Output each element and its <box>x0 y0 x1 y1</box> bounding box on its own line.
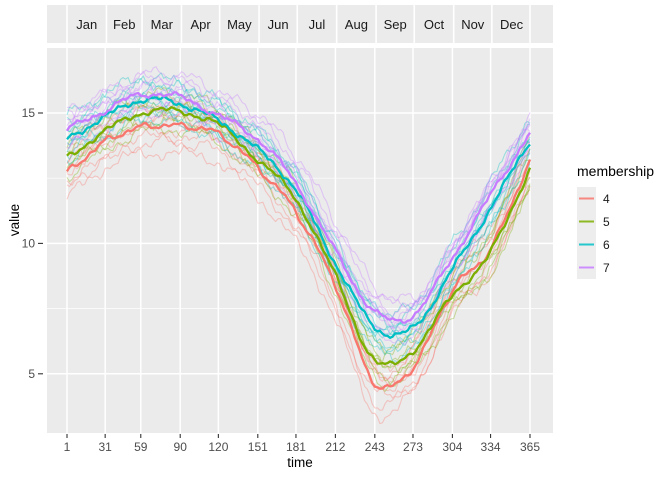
member-line <box>66 94 531 363</box>
member-line <box>66 78 531 319</box>
x-tick-label: 90 <box>174 440 188 454</box>
member-line <box>66 144 531 425</box>
y-axis-title: value <box>7 203 22 237</box>
legend-key-swatch <box>577 233 596 256</box>
month-label: Oct <box>424 17 445 32</box>
member-line <box>66 115 531 385</box>
mean-line-membership-5 <box>66 106 532 366</box>
member-line <box>66 122 531 393</box>
month-label: Mar <box>151 17 174 32</box>
member-line <box>66 81 531 329</box>
y-tick-label: 10 <box>22 236 36 250</box>
plot-panel <box>47 48 553 433</box>
x-tick-label: 120 <box>208 440 228 454</box>
legend-entry-label: 6 <box>603 237 610 252</box>
member-line <box>66 72 531 319</box>
member-line <box>66 114 531 364</box>
legend-entry-7: 7 <box>577 256 654 279</box>
month-label: Jul <box>309 17 326 32</box>
legend: membership 4 5 6 7 <box>577 163 654 279</box>
legend-title: membership <box>577 163 655 179</box>
member-line <box>66 108 531 385</box>
gridlines <box>47 48 553 433</box>
month-label: Nov <box>461 17 485 32</box>
member-line <box>66 128 531 399</box>
x-axis-title: time <box>287 455 313 470</box>
series-lines <box>66 66 532 425</box>
month-label: Apr <box>190 17 211 32</box>
legend-entry-6: 6 <box>577 233 654 256</box>
x-tick-label: 334 <box>481 440 501 454</box>
member-line <box>66 98 531 373</box>
x-tick-label: 181 <box>286 440 306 454</box>
mean-line-membership-4 <box>66 121 532 390</box>
x-tick-label: 1 <box>64 440 71 454</box>
member-line <box>66 75 531 327</box>
legend-entries: 4 5 6 7 <box>577 187 654 279</box>
x-tick-label: 365 <box>520 440 540 454</box>
member-line <box>66 105 531 381</box>
month-label: May <box>227 17 252 32</box>
x-tick-label: 243 <box>365 440 385 454</box>
month-label: Jan <box>76 17 97 32</box>
legend-entry-label: 5 <box>603 214 610 229</box>
months-strip <box>47 5 553 43</box>
month-label: Aug <box>345 17 368 32</box>
legend-key-swatch <box>577 187 596 210</box>
x-tick-label: 31 <box>98 440 112 454</box>
y-tick-label: 5 <box>28 367 35 381</box>
y-tick-label: 15 <box>22 106 36 120</box>
member-line <box>66 80 531 324</box>
legend-key-swatch <box>577 256 596 279</box>
x-tick-label: 151 <box>248 440 268 454</box>
x-tick-label: 59 <box>134 440 148 454</box>
mean-line-membership-7 <box>66 91 531 324</box>
legend-entry-label: 4 <box>603 191 610 206</box>
month-labels: Jan Feb Mar Apr May Jun Jul Aug Sep Oct Nov Dec <box>76 17 523 32</box>
member-line <box>66 132 531 411</box>
month-label: Sep <box>384 17 407 32</box>
legend-entry-label: 7 <box>603 260 610 275</box>
x-tick-label: 304 <box>442 440 462 454</box>
member-line <box>66 66 531 303</box>
x-tick-label: 273 <box>403 440 423 454</box>
month-label: Feb <box>113 17 135 32</box>
mean-line-membership-6 <box>66 95 531 339</box>
member-line <box>66 108 531 345</box>
legend-entry-4: 4 <box>577 187 654 210</box>
legend-key-swatch <box>577 210 596 233</box>
axis-ticks: 1 31 59 90 120 151 181 212 243 273 304 334 365 5 10 15 <box>22 106 541 454</box>
month-label: Dec <box>500 17 524 32</box>
member-line <box>66 70 531 312</box>
legend-entry-5: 5 <box>577 210 654 233</box>
month-label: Jun <box>268 17 289 32</box>
member-line <box>66 105 531 356</box>
x-tick-label: 212 <box>325 440 345 454</box>
